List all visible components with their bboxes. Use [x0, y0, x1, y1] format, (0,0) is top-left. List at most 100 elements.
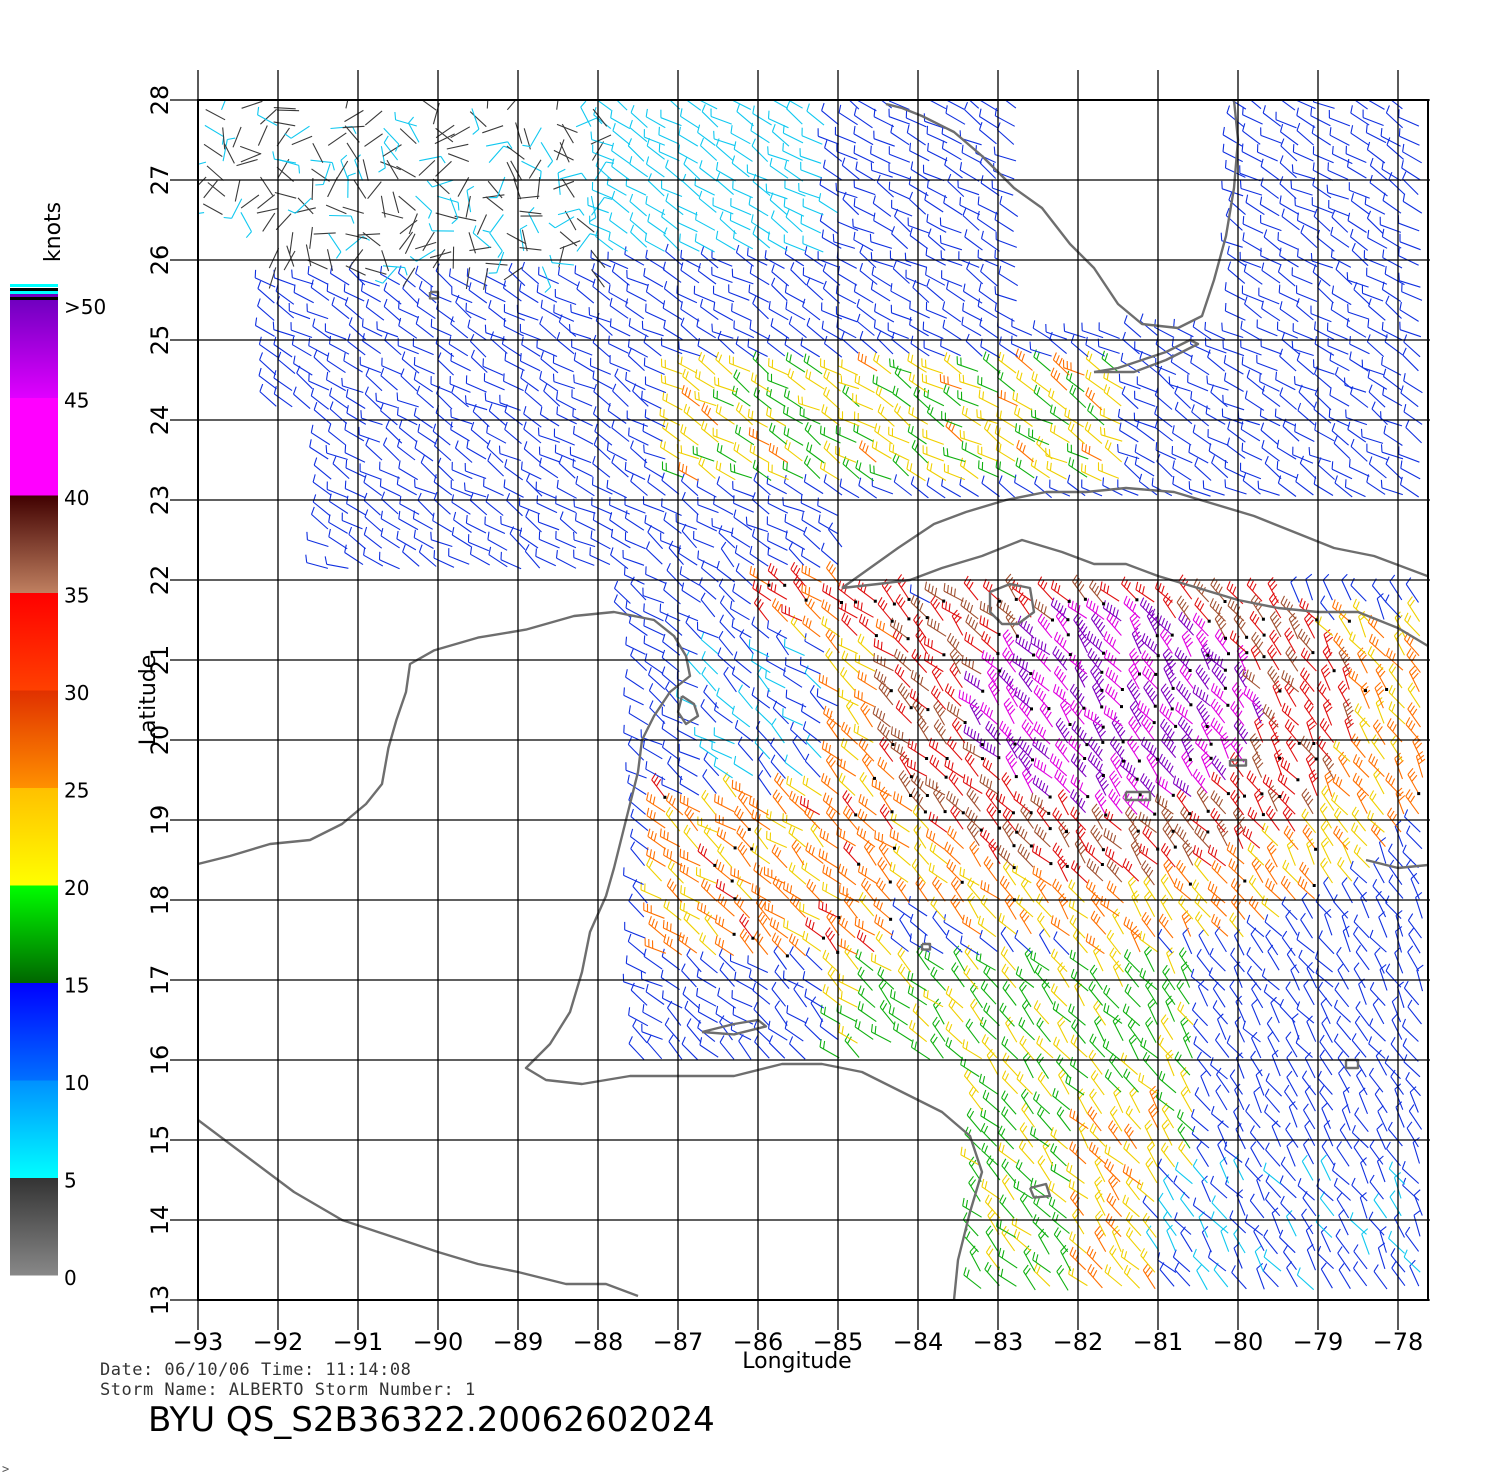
- wind-barb: [344, 421, 365, 442]
- wind-barb: [907, 738, 929, 760]
- wind-barb: [539, 406, 560, 427]
- wind-barb: [506, 100, 517, 111]
- wind-barb: [823, 440, 841, 464]
- wind-barb: [754, 735, 771, 760]
- wind-barb: [782, 813, 803, 831]
- wind-barb: [590, 530, 611, 550]
- wind-barb: [818, 848, 838, 869]
- wind-barb: [361, 318, 383, 337]
- wind-barb: [784, 1020, 804, 1042]
- wind-barb: [1023, 1264, 1036, 1291]
- wind-barb: [753, 1001, 770, 1026]
- wind-barb: [1160, 683, 1175, 711]
- wind-barb: [1057, 1016, 1069, 1044]
- wind-barb: [1201, 1175, 1212, 1202]
- colorbar-tick-label: 0: [64, 1266, 77, 1290]
- wind-barb: [327, 423, 347, 446]
- wind-barb: [1094, 1226, 1107, 1252]
- wind-barb: [1304, 1119, 1316, 1147]
- wind-barb: [1113, 1086, 1124, 1114]
- wind-barb: [1176, 1109, 1195, 1133]
- wind-barb: [1172, 775, 1192, 797]
- wind-barb: [392, 191, 400, 214]
- wind-barb: [292, 386, 311, 410]
- wind-barb: [980, 263, 998, 287]
- wind-barb: [472, 225, 491, 248]
- wind-barb: [1281, 208, 1300, 231]
- wind-barb: [1353, 844, 1370, 868]
- wind-barb: [927, 142, 948, 162]
- wind-barb: [967, 892, 979, 919]
- wind-barb: [683, 824, 699, 850]
- wind-barb: [1158, 753, 1175, 778]
- wind-barb: [1109, 1245, 1124, 1271]
- wind-barb: [609, 318, 631, 337]
- wind-barb: [696, 901, 717, 921]
- wind-barb: [1180, 1226, 1193, 1253]
- wind-barb: [879, 999, 895, 1025]
- wind-barb: [928, 737, 949, 760]
- wind-barb: [1234, 1016, 1245, 1043]
- wind-barb: [942, 447, 966, 463]
- wind-barb: [1117, 408, 1138, 429]
- wind-barb: [1085, 387, 1103, 411]
- wind-barb: [329, 401, 348, 425]
- wind-barb: [1177, 1123, 1191, 1149]
- wind-barb: [1193, 1018, 1209, 1044]
- wind-barb: [991, 180, 1014, 196]
- wind-barb: [767, 563, 787, 587]
- wind-barb: [446, 143, 469, 150]
- wind-barb: [1122, 331, 1140, 355]
- wind-barb: [198, 161, 207, 165]
- wind-barb: [1370, 822, 1386, 847]
- wind-barb: [1216, 820, 1229, 847]
- wind-barb: [432, 423, 451, 446]
- wind-barb: [783, 638, 805, 657]
- wind-barb: [837, 213, 859, 232]
- wind-barb: [1360, 1157, 1369, 1184]
- wind-barb: [632, 1018, 648, 1044]
- wind-barb: [487, 453, 504, 477]
- wind-barb: [821, 599, 840, 622]
- wind-barb: [1343, 377, 1367, 393]
- wind-barb: [981, 1034, 998, 1059]
- wind-barb: [1304, 612, 1316, 639]
- wind-barb: [1085, 350, 1104, 374]
- wind-barb: [331, 297, 350, 320]
- wind-barb: [517, 195, 540, 200]
- wind-barb: [482, 214, 504, 233]
- coast-cozumel: [676, 695, 700, 726]
- wind-barb: [838, 915, 856, 939]
- wind-barb: [806, 103, 825, 126]
- wind-barbs-layer: [198, 100, 1426, 1291]
- wind-barb: [399, 219, 418, 235]
- wind-barb: [877, 404, 895, 427]
- wind-barb: [790, 615, 807, 640]
- wind-barb: [929, 754, 948, 779]
- wind-barb: [980, 880, 1001, 900]
- wind-barb: [1279, 301, 1299, 323]
- wind-barb: [1337, 1246, 1351, 1272]
- wind-barb: [1263, 1162, 1282, 1185]
- wind-barb: [1363, 250, 1385, 268]
- wind-barb: [1336, 1192, 1350, 1219]
- wind-barb: [966, 261, 984, 285]
- wind-barb: [959, 162, 980, 182]
- wind-barb: [1123, 315, 1142, 338]
- wind-barb: [1371, 734, 1385, 760]
- wind-barb: [870, 952, 892, 972]
- wind-barb: [1057, 855, 1069, 882]
- wind-barb: [552, 354, 574, 373]
- wind-barb: [703, 752, 720, 777]
- wind-barb: [1341, 573, 1352, 601]
- wind-barb: [1317, 1245, 1334, 1269]
- wind-barb: [310, 159, 335, 171]
- wind-barb: [1250, 927, 1264, 954]
- wind-barb: [1035, 893, 1052, 918]
- wind-barb: [1407, 945, 1420, 972]
- wind-barb: [506, 232, 527, 245]
- wind-barb: [711, 518, 734, 534]
- coast-swan: [920, 942, 932, 951]
- wind-barb: [489, 232, 503, 258]
- wind-barb: [467, 319, 487, 341]
